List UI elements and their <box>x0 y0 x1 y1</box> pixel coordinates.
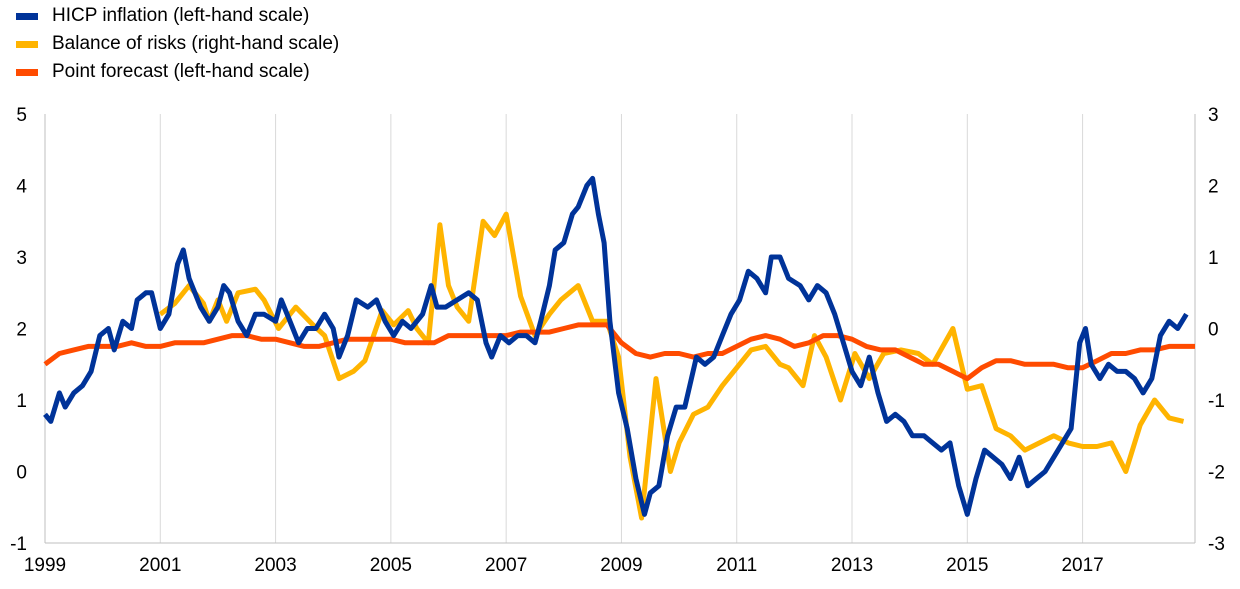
x-tick-label-2005: 2005 <box>370 555 412 576</box>
legend-item-point-forecast: Point forecast (left-hand scale) <box>14 58 339 86</box>
right-y-tick-label-1: 1 <box>1208 248 1219 269</box>
legend-label-point-forecast: Point forecast (left-hand scale) <box>52 61 310 82</box>
chart-legend: HICP inflation (left-hand scale) Balance… <box>14 2 339 86</box>
series-line-balance-of-risks <box>158 211 1185 521</box>
right-y-tick-label--3: -3 <box>1208 534 1225 555</box>
x-tick-label-2007: 2007 <box>485 555 527 576</box>
right-y-tick-label-2: 2 <box>1208 177 1219 198</box>
legend-swatch-point-forecast <box>16 68 38 76</box>
left-y-tick-label--1: -1 <box>10 534 27 555</box>
left-y-tick-label-4: 4 <box>16 177 27 198</box>
x-tick-label-2013: 2013 <box>831 555 873 576</box>
legend-item-balance-of-risks: Balance of risks (right-hand scale) <box>14 30 339 58</box>
legend-label-balance-of-risks: Balance of risks (right-hand scale) <box>52 33 340 54</box>
x-tick-label-2015: 2015 <box>946 555 988 576</box>
legend-label-hicp: HICP inflation (left-hand scale) <box>52 5 310 26</box>
legend-swatch-hicp <box>16 12 38 20</box>
legend-swatch-balance-of-risks <box>16 40 38 48</box>
x-tick-label-1999: 1999 <box>24 555 66 576</box>
series-lines <box>43 175 1195 521</box>
x-tick-label-2009: 2009 <box>600 555 642 576</box>
left-y-tick-label-1: 1 <box>16 391 27 412</box>
axes <box>44 114 1196 544</box>
right-y-tick-label-3: 3 <box>1208 105 1219 126</box>
left-y-tick-label-0: 0 <box>16 463 27 484</box>
right-y-tick-label-0: 0 <box>1208 320 1219 341</box>
legend-item-hicp: HICP inflation (left-hand scale) <box>14 2 339 30</box>
right-y-tick-label--2: -2 <box>1208 463 1225 484</box>
left-y-tick-label-2: 2 <box>16 320 27 341</box>
series-line-hicp-inflation <box>43 175 1189 517</box>
x-tick-label-2001: 2001 <box>139 555 181 576</box>
x-tick-label-2003: 2003 <box>254 555 296 576</box>
right-y-tick-label--1: -1 <box>1208 391 1225 412</box>
x-tick-label-2017: 2017 <box>1061 555 1103 576</box>
tick-labels: 1999 2001 2003 2005 2007 2009 2011 2013 2015 2017… <box>10 105 1225 576</box>
x-tick-label-2011: 2011 <box>716 555 757 576</box>
series-line-point-forecast <box>43 322 1195 382</box>
left-y-tick-label-5: 5 <box>16 105 27 126</box>
left-y-tick-label-3: 3 <box>16 248 27 269</box>
vertical-gridlines <box>44 114 1084 543</box>
